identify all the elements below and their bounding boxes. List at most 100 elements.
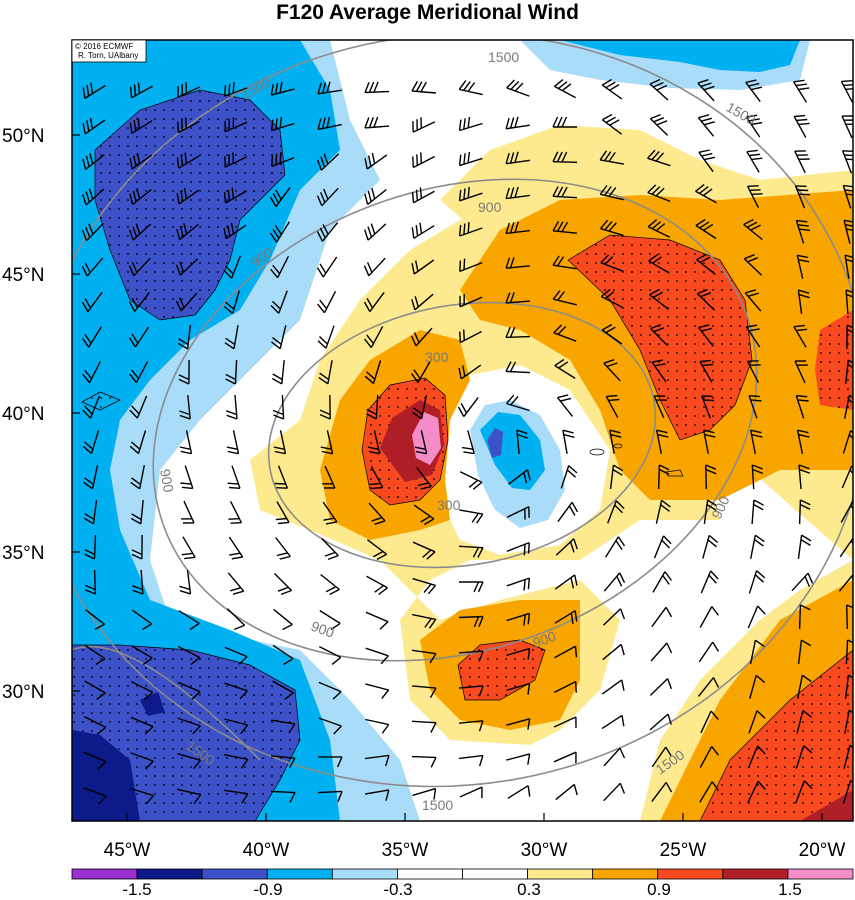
wind-barb — [363, 257, 386, 277]
wind-barb — [317, 116, 342, 131]
wind-barb — [552, 220, 577, 234]
wind-barb — [599, 219, 624, 237]
wind-barb — [796, 709, 813, 734]
wind-barb — [601, 78, 623, 100]
wind-barb — [651, 746, 673, 768]
wind-barb — [317, 790, 343, 802]
wind-barb — [82, 117, 106, 135]
wind-barb — [459, 293, 483, 308]
wind-barb — [412, 787, 437, 800]
wind-barb — [271, 360, 285, 385]
wind-barb — [131, 569, 144, 595]
negative-anomaly-ne-core — [560, 40, 800, 72]
colorbar-tick-label: 0.3 — [517, 880, 541, 899]
wind-barb — [552, 290, 577, 306]
wind-barb — [505, 221, 530, 235]
wind-barb — [129, 430, 147, 455]
wind-barb — [745, 79, 763, 103]
wind-barb — [316, 256, 338, 278]
wind-barb — [505, 394, 530, 412]
wind-barb — [791, 572, 814, 592]
contour-label: 900 — [309, 618, 337, 641]
copyright-line-2: R. Torn, UAlbany — [78, 51, 138, 60]
wind-barb — [703, 429, 716, 454]
wind-barb — [603, 572, 626, 592]
wind-barb — [699, 606, 719, 628]
wind-barb — [364, 360, 382, 385]
wind-barb — [81, 257, 104, 277]
wind-barb — [226, 430, 240, 455]
contour-1500-sw — [72, 645, 261, 761]
wind-barb — [457, 396, 479, 418]
wind-barb — [316, 187, 339, 207]
wind-barb — [228, 536, 244, 560]
wind-barb — [553, 751, 577, 764]
wind-barb — [459, 258, 483, 273]
wind-barb — [506, 647, 531, 660]
wind-barb — [179, 570, 192, 595]
wind-barb — [273, 430, 287, 455]
wind-barb — [274, 465, 289, 489]
colorbar-swatch — [592, 868, 659, 880]
wind-barb — [176, 223, 199, 241]
wind-barb — [553, 79, 576, 99]
wind-barb — [700, 710, 719, 734]
wind-barb — [552, 255, 578, 270]
wind-barb — [83, 787, 107, 805]
lon-tick-label: 40°W — [243, 840, 290, 861]
negative-anomaly-nw-core-dots — [95, 90, 285, 320]
wind-barb — [605, 536, 626, 558]
colorbar-swatch — [71, 868, 138, 880]
wind-barb — [365, 611, 389, 630]
wind-barb — [556, 394, 574, 417]
contour-label: 300 — [425, 349, 449, 365]
wind-barb — [317, 756, 343, 768]
wind-barb — [177, 645, 201, 665]
wind-barb — [794, 360, 808, 384]
wind-barb — [747, 745, 766, 769]
wind-barb — [459, 221, 483, 237]
wind-barb — [555, 538, 578, 556]
wind-barb — [177, 753, 202, 770]
wind-barb — [224, 789, 249, 804]
colorbar-swatch — [331, 868, 398, 880]
wind-barb — [605, 394, 620, 418]
wind-barb — [798, 464, 811, 490]
wind-barb — [696, 253, 716, 275]
wind-barb — [516, 429, 528, 454]
wind-barb — [461, 430, 475, 455]
colorbar-labels: -1.5 -0.9 -0.3 0.3 0.9 1.5 — [122, 880, 801, 899]
wind-barb — [795, 780, 813, 804]
wind-barb — [650, 323, 668, 346]
wind-barb — [367, 430, 381, 455]
wind-barb — [554, 610, 578, 624]
wind-barb — [699, 781, 720, 803]
wind-barb — [751, 499, 764, 525]
colorbar — [71, 868, 854, 880]
lat-tick-label: 45°N — [2, 265, 44, 286]
wind-barb — [650, 642, 673, 662]
wind-barb — [364, 81, 390, 94]
wind-barb — [506, 683, 531, 695]
positive-anomaly-red-e-dots — [815, 310, 853, 410]
wind-barb — [84, 534, 97, 560]
wind-barb — [609, 429, 622, 454]
wind-barb — [603, 782, 626, 802]
wind-barb — [505, 116, 531, 130]
wind-barb — [697, 677, 720, 697]
wind-barb — [505, 186, 530, 200]
wind-barb — [554, 358, 576, 379]
wind-barb — [130, 500, 144, 525]
wind-barb — [319, 394, 331, 420]
wind-barb — [609, 464, 624, 489]
wind-barb — [458, 116, 483, 132]
wind-barb — [701, 395, 715, 419]
colorbar-swatch — [787, 868, 854, 880]
wind-barb — [83, 500, 98, 525]
significance-outlines — [72, 89, 853, 821]
wind-barb — [275, 537, 291, 560]
wind-barb — [413, 504, 435, 526]
wind-barb — [700, 570, 719, 594]
wind-barb — [602, 608, 626, 626]
wind-barb — [412, 541, 436, 560]
